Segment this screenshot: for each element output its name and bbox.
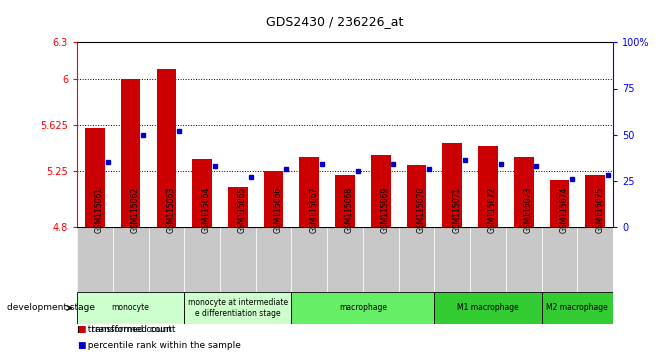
Text: GSM115065: GSM115065 <box>238 187 247 233</box>
Bar <box>363 227 399 292</box>
Text: monocyte: monocyte <box>112 303 149 313</box>
Bar <box>77 227 113 292</box>
Bar <box>327 227 363 292</box>
Bar <box>228 187 248 227</box>
Text: GSM115066: GSM115066 <box>273 187 283 233</box>
Text: GSM115063: GSM115063 <box>166 187 176 233</box>
Text: ■: ■ <box>77 341 86 350</box>
Text: GSM115075: GSM115075 <box>595 187 604 233</box>
Bar <box>541 227 578 292</box>
Text: GSM115071: GSM115071 <box>452 187 461 233</box>
Bar <box>121 79 141 227</box>
Text: GSM115074: GSM115074 <box>559 187 568 233</box>
Bar <box>184 292 291 324</box>
Text: GSM115070: GSM115070 <box>417 187 425 233</box>
Text: GSM115072: GSM115072 <box>488 187 497 233</box>
Bar <box>192 159 212 227</box>
Bar <box>113 227 149 292</box>
Bar <box>541 292 613 324</box>
Text: GSM115062: GSM115062 <box>131 187 139 233</box>
Bar <box>578 227 613 292</box>
Bar <box>299 156 319 227</box>
Bar <box>77 292 184 324</box>
Text: ■: ■ <box>77 325 86 334</box>
Bar <box>85 129 105 227</box>
Bar <box>157 69 176 227</box>
Text: GSM115073: GSM115073 <box>524 187 533 233</box>
Bar <box>399 227 434 292</box>
Text: development stage: development stage <box>7 303 94 313</box>
Text: M2 macrophage: M2 macrophage <box>547 303 608 313</box>
Bar <box>149 227 184 292</box>
Text: percentile rank within the sample: percentile rank within the sample <box>82 341 241 350</box>
Bar <box>434 292 541 324</box>
Bar <box>514 156 533 227</box>
Bar <box>256 227 291 292</box>
Bar <box>335 175 355 227</box>
Bar <box>470 227 506 292</box>
Text: GSM115064: GSM115064 <box>202 187 211 233</box>
Text: GSM115068: GSM115068 <box>345 187 354 233</box>
Bar <box>586 175 605 227</box>
Bar <box>291 292 434 324</box>
Bar <box>371 155 391 227</box>
Bar <box>506 227 541 292</box>
Bar <box>407 165 426 227</box>
Bar <box>184 227 220 292</box>
Text: macrophage: macrophage <box>339 303 387 313</box>
Text: GSM115061: GSM115061 <box>95 187 104 233</box>
Bar <box>442 143 462 227</box>
Text: GDS2430 / 236226_at: GDS2430 / 236226_at <box>266 15 404 28</box>
Text: transformed count: transformed count <box>82 325 172 334</box>
Bar <box>291 227 327 292</box>
Text: ■  transformed count: ■ transformed count <box>77 325 176 334</box>
Text: M1 macrophage: M1 macrophage <box>457 303 519 313</box>
Text: GSM115067: GSM115067 <box>310 187 318 233</box>
Text: GSM115069: GSM115069 <box>381 187 390 233</box>
Bar <box>549 180 570 227</box>
Bar <box>264 171 283 227</box>
Bar <box>220 227 256 292</box>
Bar <box>434 227 470 292</box>
Bar <box>478 145 498 227</box>
Text: monocyte at intermediate
e differentiation stage: monocyte at intermediate e differentiati… <box>188 298 288 318</box>
